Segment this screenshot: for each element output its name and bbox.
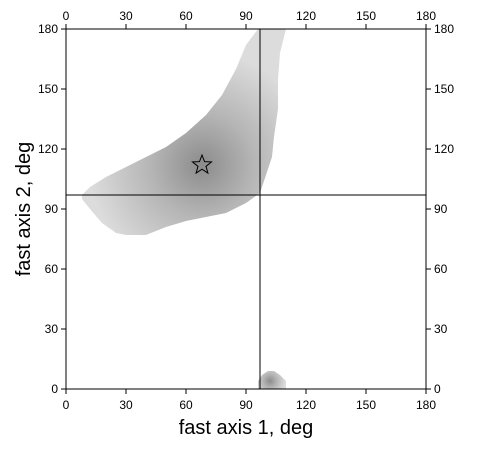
region-main-lobe — [82, 29, 286, 235]
region-bottom-lobe — [258, 371, 286, 389]
y-tick-label-left: 90 — [45, 202, 59, 216]
y-tick-label-left: 180 — [38, 22, 58, 36]
x-tick-label-bottom: 60 — [179, 398, 193, 412]
x-tick-label-top: 180 — [416, 9, 436, 23]
y-tick-label-right: 90 — [434, 202, 448, 216]
best-fit-marker-layer — [191, 153, 213, 175]
x-tick-label-top: 0 — [63, 9, 70, 23]
x-tick-label-top: 150 — [356, 9, 376, 23]
y-tick-label-left: 150 — [38, 82, 58, 96]
x-tick-label-bottom: 30 — [119, 398, 133, 412]
y-tick-label-left: 0 — [51, 382, 58, 396]
x-tick-label-bottom: 0 — [63, 398, 70, 412]
y-tick-label-right: 120 — [434, 142, 454, 156]
misfit-regions — [82, 29, 286, 389]
y-tick-label-right: 150 — [434, 82, 454, 96]
x-tick-label-top: 30 — [119, 9, 133, 23]
crosshair — [66, 29, 426, 389]
y-tick-label-left: 60 — [45, 262, 59, 276]
x-axis-title: fast axis 1, deg — [179, 417, 314, 439]
x-tick-label-top: 120 — [296, 9, 316, 23]
y-tick-label-right: 180 — [434, 22, 454, 36]
x-tick-label-bottom: 90 — [239, 398, 253, 412]
y-tick-label-right: 30 — [434, 322, 448, 336]
x-tick-label-bottom: 120 — [296, 398, 316, 412]
y-tick-label-right: 60 — [434, 262, 448, 276]
x-tick-label-top: 60 — [179, 9, 193, 23]
x-tick-label-bottom: 150 — [356, 398, 376, 412]
y-tick-label-left: 30 — [45, 322, 59, 336]
star-marker-icon — [191, 153, 213, 175]
y-tick-label-left: 120 — [38, 142, 58, 156]
x-tick-label-bottom: 180 — [416, 398, 436, 412]
y-axis-title: fast axis 2, deg — [13, 142, 35, 277]
x-tick-label-top: 90 — [239, 9, 253, 23]
y-tick-label-right: 0 — [434, 382, 441, 396]
